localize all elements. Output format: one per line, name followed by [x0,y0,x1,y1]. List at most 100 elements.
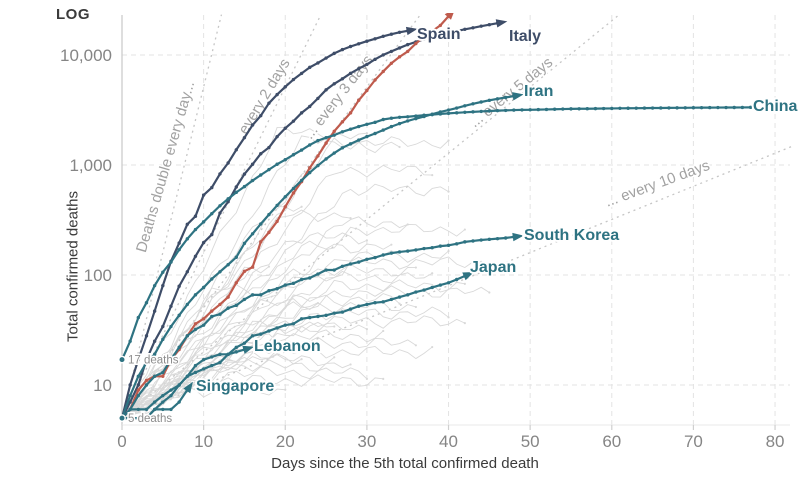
background-line [121,345,433,421]
series-point-iran [454,106,459,110]
series-point-iran [406,119,410,123]
series-point-japan [210,363,214,368]
y-tick-label: 1,000 [69,156,112,175]
series-point-iran [210,277,214,281]
series-point-china [561,107,565,111]
series-point-china [373,120,377,125]
series-point-unlabeled-red [357,98,361,103]
series-point-iran [218,270,222,274]
series-point-italy [324,88,328,92]
series-point-japan [324,313,328,318]
series-point-south-korea [177,345,181,350]
series-point-south-korea [340,264,345,268]
series-point-unlabeled-red [397,55,402,59]
x-tick-label: 80 [766,432,785,451]
series-point-china [675,106,679,110]
series-point-south-korea [463,240,467,244]
series-point-unlabeled-red [210,309,214,313]
series-point-unlabeled-red [348,111,353,115]
series-point-italy [177,284,181,288]
x-tick-label: 0 [117,432,126,451]
series-point-china [610,106,614,111]
series-point-iran [275,203,279,208]
series-point-italy [438,32,443,37]
series-point-italy [275,134,279,139]
series-point-iran [259,222,263,226]
series-point-china [552,107,557,111]
series-point-spain [152,309,157,313]
series-point-iran [357,138,361,142]
series-point-china [128,339,132,343]
series-point-unlabeled-red [242,269,247,274]
series-point-japan [381,300,385,304]
series-arrowhead-lebanon [242,345,255,354]
series-point-china [642,106,647,110]
series-point-china [634,106,638,110]
series-point-unlabeled-red [267,230,271,235]
y-axis-title: Total confirmed deaths [64,191,82,342]
series-point-unlabeled-red [259,240,263,244]
series-point-iran [193,293,198,297]
series-point-spain [259,113,263,118]
series-point-south-korea [161,370,165,375]
series-label-lebanon: Lebanon [254,338,321,355]
series-point-spain [365,39,369,43]
series-point-japan [291,322,296,326]
series-point-south-korea [373,255,377,260]
series-point-south-korea [389,251,394,255]
series-point-spain [128,383,132,387]
series-point-spain [250,123,255,127]
series-point-japan [357,304,361,308]
series-point-italy [389,49,394,54]
series-point-japan [446,281,451,285]
background-line [121,354,335,418]
series-point-south-korea [152,374,157,378]
series-point-south-korea [430,246,434,250]
series-point-south-korea [283,283,287,287]
series-point-spain [316,61,320,65]
series-point-south-korea [234,303,238,308]
series-point-south-korea [201,323,206,327]
background-line-end-dot [382,377,385,380]
series-point-japan [308,315,312,320]
background-line [121,351,302,417]
series-point-china [503,108,508,113]
series-point-china [226,197,230,201]
series-point-italy [185,270,190,274]
series-point-china [308,143,312,147]
series-label-iran: Iran [524,83,553,100]
series-point-spain [324,56,328,60]
series-point-iran [308,170,312,175]
series-point-south-korea [503,236,508,240]
series-point-spain [340,47,345,52]
series-point-italy [381,53,385,57]
series-point-unlabeled-red [389,61,394,65]
series-point-japan [169,388,173,392]
series-point-italy [169,304,173,308]
series-point-china [136,315,141,320]
series-point-japan [414,290,418,294]
background-line-end-dot [414,305,417,309]
series-point-lebanon [218,352,222,357]
series-point-china [267,167,271,172]
series-arrowhead-singapore [183,381,193,394]
series-point-south-korea [136,393,141,398]
series-arrowhead-spain [405,26,418,36]
series-point-spain [389,32,394,36]
series-point-china [185,237,190,241]
annotation-dot [118,414,126,423]
series-point-unlabeled-red [373,78,377,82]
series-point-spain [234,148,238,152]
series-point-japan [128,407,132,412]
series-point-spain [299,71,304,76]
series-point-spain [381,34,385,38]
series-label-south-korea: South Korea [524,227,619,244]
y-tick-label: 10,000 [60,46,112,65]
series-point-south-korea [299,277,304,282]
series-point-china [275,162,279,166]
series-point-iran [487,98,492,103]
series-point-italy [283,126,287,130]
series-point-south-korea [438,244,443,248]
series-point-singapore [161,407,165,412]
series-point-china [152,283,157,288]
